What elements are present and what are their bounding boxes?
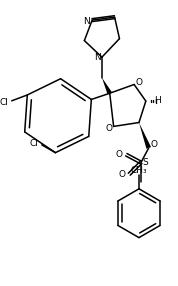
Text: O: O [119,170,126,179]
Text: Cl: Cl [30,139,38,148]
Text: S: S [142,158,148,167]
Text: O: O [116,150,123,159]
Text: N: N [94,53,100,62]
Text: O: O [150,140,157,150]
Text: N: N [83,17,90,25]
Text: O: O [135,78,142,87]
Text: Cl: Cl [0,98,8,107]
Polygon shape [139,122,151,149]
Polygon shape [102,78,112,94]
Text: CH₃: CH₃ [131,166,147,175]
Text: H: H [154,96,161,105]
Text: O: O [105,124,112,133]
